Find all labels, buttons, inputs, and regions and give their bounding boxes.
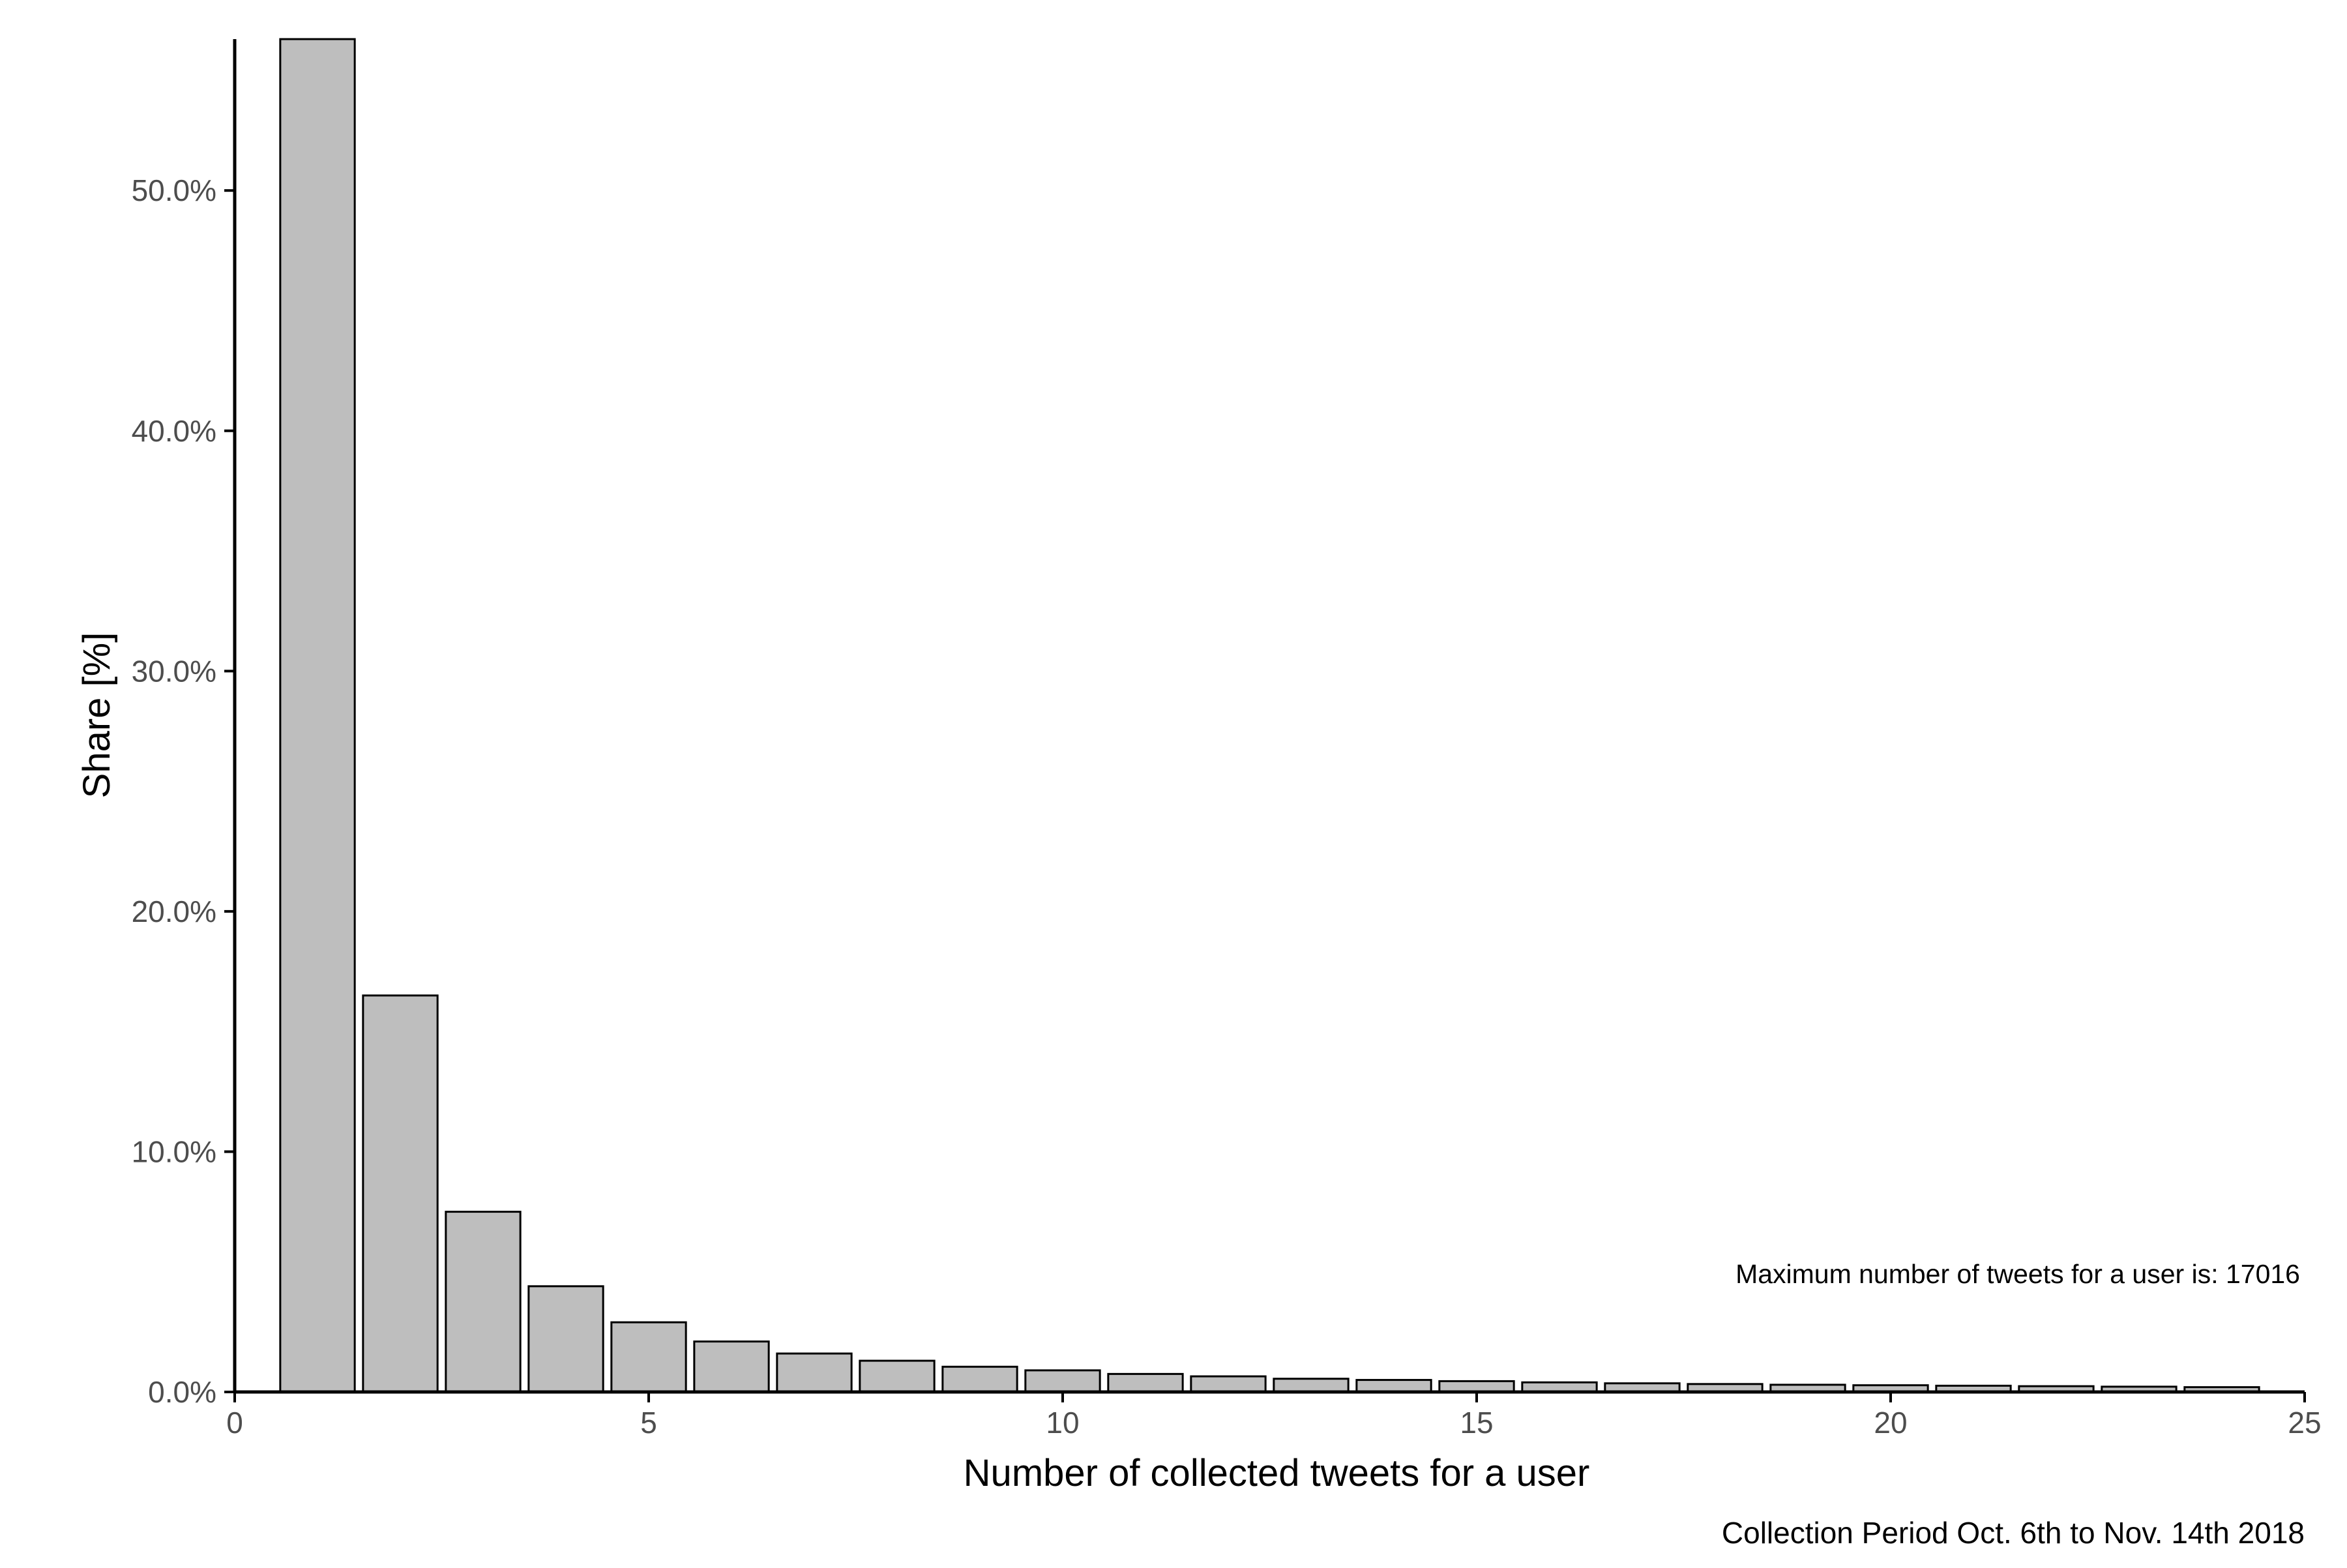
axes — [224, 39, 2306, 1402]
x-tick-label-25: 25 — [2288, 1406, 2321, 1440]
bar-x-8 — [859, 1359, 936, 1393]
bar-x-14 — [1355, 1379, 1432, 1393]
bar-x-1 — [279, 38, 356, 1393]
bar-x-2 — [362, 994, 439, 1393]
bar-x-11 — [1107, 1372, 1184, 1393]
bar-x-9 — [941, 1365, 1018, 1393]
x-tick-label-10: 10 — [1046, 1406, 1079, 1440]
y-tick-label-20: 20.0% — [132, 895, 216, 928]
y-tick-label-50: 50.0% — [132, 173, 216, 207]
bar-x-4 — [527, 1285, 604, 1393]
bar-x-12 — [1190, 1375, 1267, 1393]
x-tick-label-15: 15 — [1460, 1406, 1493, 1440]
bars — [279, 38, 2260, 1393]
x-tick-label-5: 5 — [640, 1406, 657, 1440]
bar-x-7 — [776, 1352, 853, 1393]
bar-x-6 — [693, 1340, 770, 1393]
y-tick-label-10: 10.0% — [132, 1134, 216, 1168]
bar-x-10 — [1024, 1369, 1101, 1393]
max-tweets-annotation: Maximum number of tweets for a user is: … — [1735, 1259, 2300, 1289]
x-axis-title: Number of collected tweets for a user — [964, 1452, 1590, 1494]
tick-labels: 0 5 10 15 20 25 0.0% 10.0% 20.0% 30.0% 40.0% 50.0% — [132, 173, 2322, 1440]
y-tick-label-40: 40.0% — [132, 414, 216, 448]
y-tick-label-0: 0.0% — [148, 1375, 216, 1409]
x-tick-label-0: 0 — [226, 1406, 243, 1440]
bar-x-5 — [610, 1321, 687, 1393]
y-axis-title: Share [%] — [76, 632, 118, 799]
bar-x-3 — [445, 1211, 522, 1393]
collection-period-caption: Collection Period Oct. 6th to Nov. 14th … — [1722, 1516, 2305, 1550]
bar-x-13 — [1273, 1378, 1350, 1393]
y-tick-label-30: 30.0% — [132, 654, 216, 688]
x-tick-label-20: 20 — [1874, 1406, 1907, 1440]
